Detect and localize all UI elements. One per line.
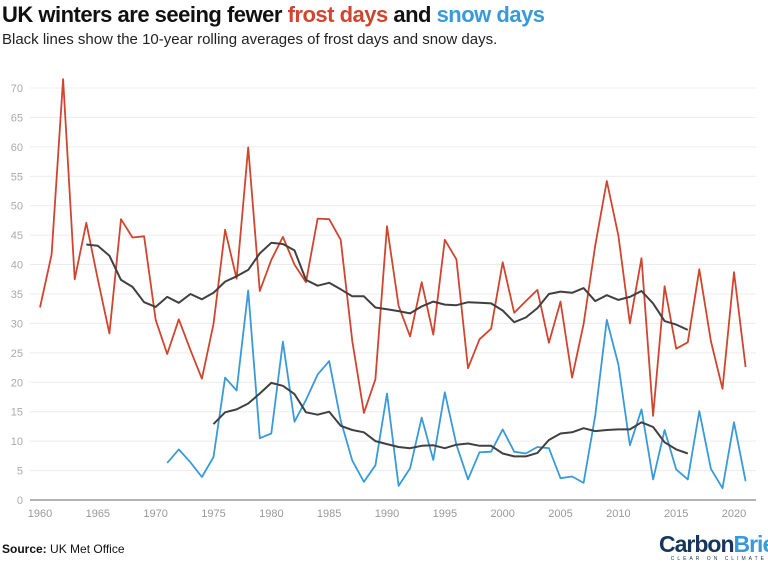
x-tick-label: 2010	[606, 508, 630, 520]
y-tick-label: 40	[11, 260, 23, 272]
y-tick-label: 0	[17, 495, 23, 507]
y-tick-label: 30	[11, 318, 23, 330]
x-tick-label: 1975	[201, 508, 225, 520]
y-tick-label: 35	[11, 289, 23, 301]
title-text: UK winters are seeing fewer	[2, 2, 288, 27]
x-tick-label: 2020	[722, 508, 746, 520]
title-text: and	[387, 2, 437, 27]
y-tick-label: 45	[11, 230, 23, 242]
logo-word-brief: Brief	[733, 531, 768, 557]
frost-rolling-average-line	[86, 241, 689, 331]
chart-subtitle: Black lines show the 10-year rolling ave…	[2, 31, 498, 48]
x-tick-label: 1970	[143, 508, 167, 520]
y-tick-label: 55	[11, 171, 23, 183]
y-tick-label: 60	[11, 142, 23, 154]
x-tick-label: 2015	[664, 508, 688, 520]
y-tick-label: 65	[11, 112, 23, 124]
y-tick-label: 10	[11, 436, 23, 448]
x-tick-label: 1995	[433, 508, 457, 520]
x-tick-label: 1980	[259, 508, 283, 520]
title-frost-highlight: frost days	[287, 2, 389, 27]
y-tick-label: 5	[17, 466, 23, 478]
x-tick-label: 2000	[490, 508, 514, 520]
x-tick-label: 1985	[317, 508, 341, 520]
frost-days-line	[39, 78, 747, 417]
source-note: Source: UK Met Office	[2, 542, 125, 556]
y-tick-label: 15	[11, 407, 23, 419]
y-tick-label: 20	[11, 377, 23, 389]
logo-word-carbon: Carbon	[659, 531, 734, 557]
title-snow-highlight: snow days	[436, 2, 545, 27]
carbonbrief-logo: CarbonBrief CLEAR ON CLIMATE	[659, 531, 768, 562]
logo-tagline: CLEAR ON CLIMATE	[670, 556, 767, 562]
x-tick-label: 2005	[548, 508, 572, 520]
x-tick-label: 1990	[375, 508, 399, 520]
source-label: Source:	[2, 542, 47, 556]
line-chart: 0 5 10 15 20 25 30 35 40 45 50 55 60 65 70 1960 1965 1970…	[11, 78, 756, 520]
chart-title: UK winters are seeing fewer frost days a…	[2, 2, 545, 28]
x-tick-label: 1960	[28, 508, 52, 520]
snow-rolling-average-line	[212, 381, 689, 458]
snow-days-line	[166, 289, 747, 490]
x-tick-label: 1965	[86, 508, 110, 520]
y-tick-label: 50	[11, 201, 23, 213]
source-text: UK Met Office	[46, 542, 125, 556]
y-tick-label: 70	[11, 83, 23, 95]
y-tick-label: 25	[11, 348, 23, 360]
